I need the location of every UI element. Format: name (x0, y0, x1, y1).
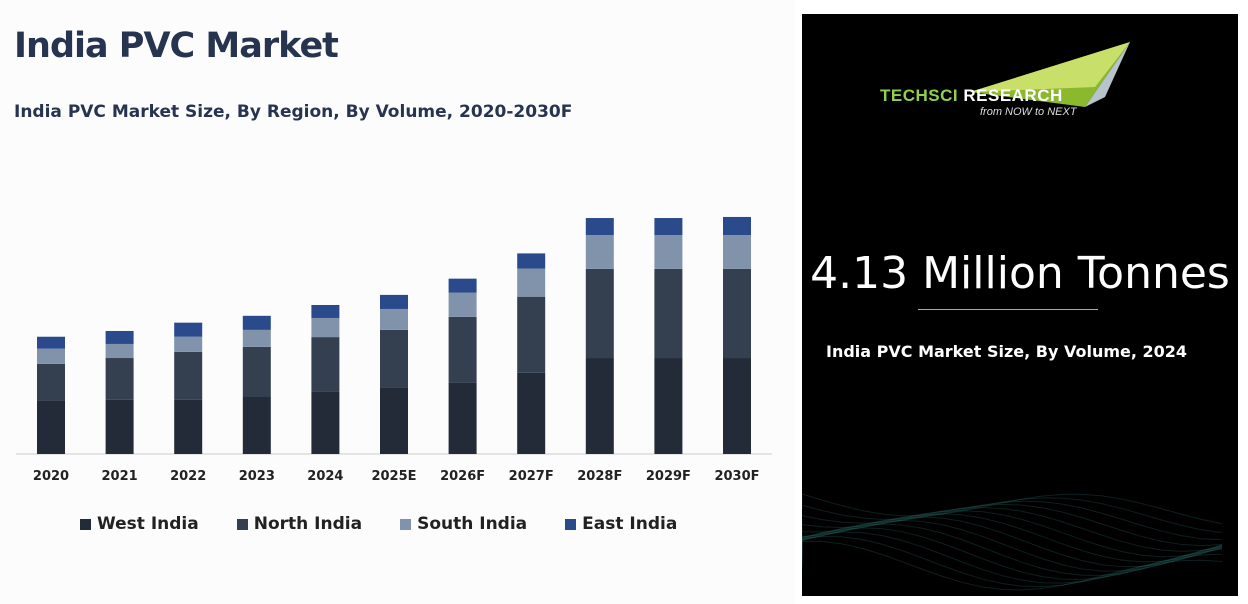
bar-segment-east-india (448, 278, 477, 293)
tagline: from NOW to NEXT (980, 106, 1077, 118)
bar-segment-south-india (585, 234, 614, 269)
wave-line (802, 497, 1223, 534)
bar-segment-east-india (585, 218, 614, 235)
headline-caption: India PVC Market Size, By Volume, 2024 (826, 342, 1188, 361)
bar-segment-east-india (654, 218, 683, 235)
bar-segment-south-india (105, 343, 134, 359)
bar-segment-north-india (517, 296, 546, 373)
bar-segment-north-india (380, 329, 408, 388)
wave-decoration (802, 493, 1223, 591)
bar-segment-east-india (380, 294, 408, 309)
x-tick-label: 2030F (714, 469, 759, 484)
x-tick-label: 2027F (509, 469, 554, 484)
wave-line (802, 527, 1223, 580)
bar-segment-north-india (723, 268, 751, 359)
bar-segment-south-india (311, 317, 340, 338)
bar-segment-south-india (654, 234, 683, 269)
bar-segment-south-india (37, 348, 65, 364)
x-tick-label: 2023 (239, 469, 275, 484)
bar-segment-north-india (585, 268, 614, 359)
bar-segment-west-india (174, 399, 203, 454)
bar-segment-north-india (242, 346, 271, 397)
x-tick-label: 2026F (440, 469, 485, 484)
x-tick-label: 2022 (170, 469, 206, 484)
bar-segment-north-india (37, 363, 65, 401)
x-tick-label: 2029F (646, 469, 691, 484)
legend-label: North India (253, 514, 363, 534)
legend-swatch (80, 518, 91, 530)
legend-item: West India (80, 514, 199, 534)
bar-segment-west-india (723, 358, 751, 454)
bar-segment-east-india (723, 216, 751, 235)
legend-label: East India (582, 514, 678, 534)
summary-panel: TechSci Research from NOW to NEXT 4.13 M… (802, 14, 1238, 596)
bar-segment-west-india (517, 372, 546, 454)
wave-line (802, 516, 1223, 568)
legend-label: South India (417, 514, 528, 534)
bar-segment-west-india (654, 358, 683, 454)
wave-line (802, 513, 1223, 563)
legend: West India North India South India East Ind… (80, 514, 715, 534)
bar-segment-west-india (585, 358, 614, 454)
brand-name: TechSci Research (880, 86, 1063, 105)
techsci-logo: TechSci Research from NOW to NEXT (880, 42, 1140, 122)
bar-segment-west-india (242, 396, 271, 454)
legend-item: North India (236, 514, 363, 534)
bar-segment-north-india (448, 316, 477, 383)
x-tick-label: 2025E (371, 469, 416, 484)
logo-arrow-icon (970, 42, 1130, 107)
wave-line (802, 535, 1223, 588)
legend-item: East India (565, 514, 677, 534)
bar-segment-east-india (311, 304, 340, 318)
bar-segment-south-india (723, 234, 751, 269)
bar-segment-south-india (517, 268, 546, 297)
wave-line (802, 493, 1223, 525)
bar-segment-east-india (37, 336, 65, 349)
bar-segment-east-india (517, 253, 546, 269)
wave-line (802, 540, 1223, 591)
stacked-bar-chart: 2020 2021 2022 2023 2024 2025E 2026F 2027F 2028F… (16, 216, 772, 484)
headline-value: 4.13 Million Tonnes (810, 248, 1230, 299)
bar-segment-south-india (448, 292, 477, 317)
wave-line (802, 500, 1223, 541)
bar-segment-west-india (380, 387, 408, 454)
bar-segment-west-india (105, 399, 134, 454)
legend-swatch (565, 518, 577, 530)
legend-item: South India (400, 514, 527, 534)
bar-segment-north-india (105, 358, 134, 400)
wave-line (802, 523, 1223, 576)
divider (918, 309, 1098, 310)
wave-line (802, 503, 1223, 547)
x-tick-label: 2028F (577, 469, 622, 484)
wave-line (802, 507, 1223, 552)
bar-segment-north-india (311, 337, 340, 392)
bar-segment-east-india (242, 315, 271, 330)
bar-segment-west-india (37, 400, 65, 454)
bar-segment-north-india (174, 351, 203, 400)
bar-segment-west-india (311, 391, 340, 454)
bar-segment-south-india (174, 336, 203, 352)
bar-segment-south-india (242, 329, 271, 347)
bar-segment-east-india (174, 322, 203, 337)
bar-segment-west-india (448, 382, 477, 454)
legend-swatch (400, 518, 412, 530)
wave-line (802, 519, 1223, 572)
x-tick-label: 2020 (33, 469, 69, 484)
bar-segment-north-india (654, 268, 683, 359)
legend-label: West India (97, 514, 199, 534)
page-title: India PVC Market (14, 26, 339, 66)
legend-swatch (236, 518, 248, 530)
wave-line (802, 510, 1223, 558)
x-tick-label: 2024 (307, 469, 343, 484)
bar-segment-east-india (105, 330, 134, 344)
bar-segment-south-india (380, 308, 408, 330)
wave-line (802, 531, 1223, 584)
chart-subtitle: India PVC Market Size, By Region, By Vol… (14, 102, 573, 122)
x-tick-label: 2021 (102, 469, 138, 484)
chart-panel: India PVC Market India PVC Market Size, … (14, 26, 772, 534)
